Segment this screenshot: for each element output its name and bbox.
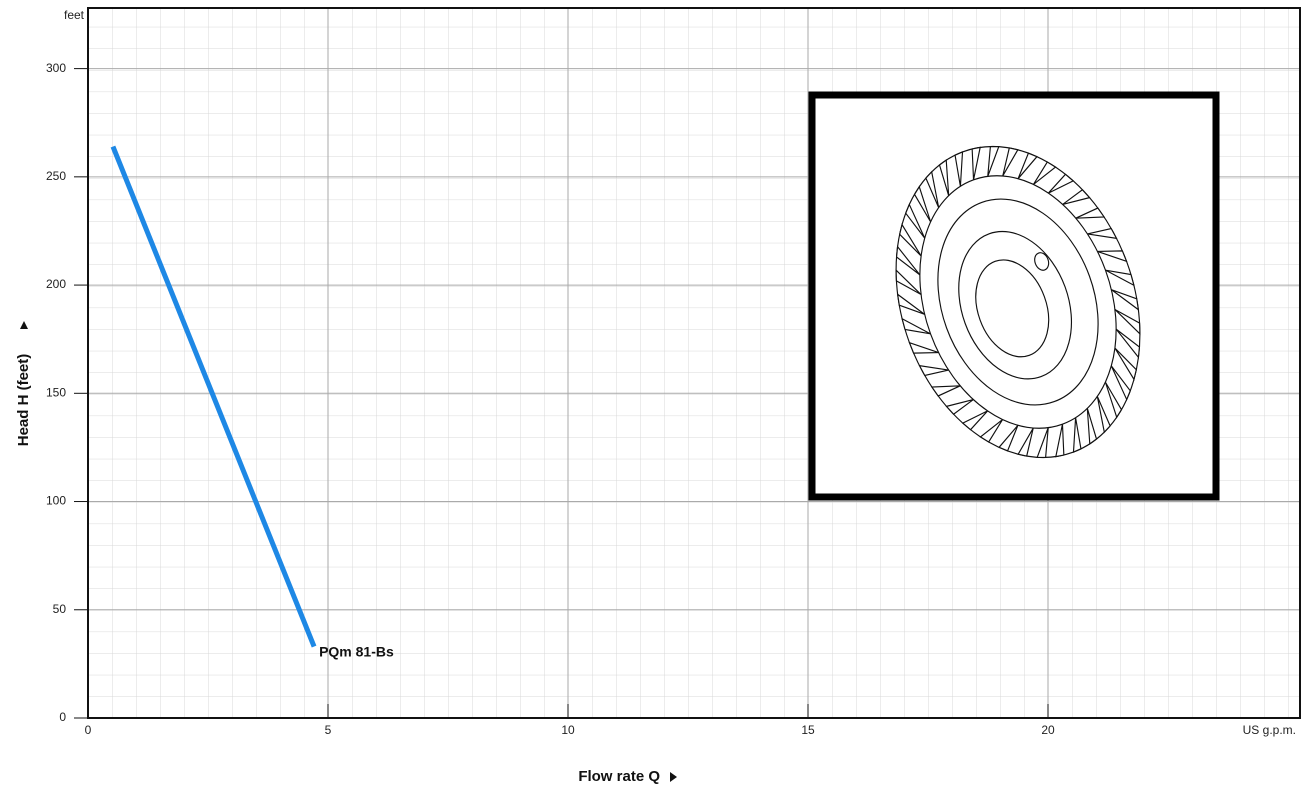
y-unit: feet	[64, 8, 85, 22]
y-axis-title: Head H (feet)	[15, 354, 32, 447]
y-tick-label: 0	[59, 710, 66, 724]
x-unit: US g.p.m.	[1243, 723, 1296, 737]
y-tick-label: 300	[46, 61, 66, 75]
x-axis-title: Flow rate Q	[578, 768, 660, 785]
x-tick-label: 10	[561, 723, 575, 737]
page: feet US g.p.m. Head H (feet) Flow rate Q…	[0, 0, 1308, 793]
x-tick-label: 0	[85, 723, 92, 737]
impeller-picture	[812, 95, 1216, 497]
y-tick-label: 100	[46, 494, 66, 508]
x-tick-label: 5	[325, 723, 332, 737]
x-arrow	[670, 772, 677, 782]
chart: feet US g.p.m. Head H (feet) Flow rate Q…	[0, 0, 1308, 793]
y-arrow	[20, 321, 28, 329]
y-tick-label: 200	[46, 277, 66, 291]
y-tick-label: 50	[53, 602, 67, 616]
y-tick-label: 250	[46, 169, 66, 183]
x-tick-label: 15	[801, 723, 815, 737]
x-tick-label: 20	[1041, 723, 1055, 737]
series-label: PQm 81-Bs	[319, 643, 394, 659]
y-tick-label: 150	[46, 385, 66, 399]
